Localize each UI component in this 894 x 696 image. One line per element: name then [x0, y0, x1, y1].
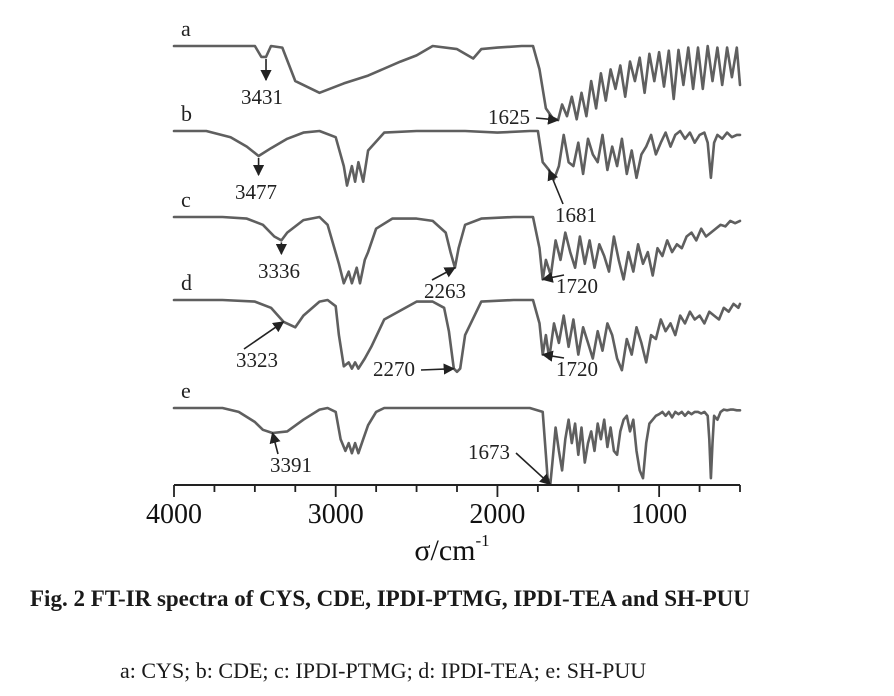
spectrum-a	[172, 44, 742, 122]
peak-arrow-d-3323	[243, 321, 285, 350]
tick-label-1000: 1000	[631, 499, 687, 530]
peak-label-e-3391: 3391	[270, 453, 312, 477]
spectrum-e	[172, 406, 742, 486]
series-letter-a: a	[181, 16, 191, 41]
peak-arrow-c-2263	[431, 266, 456, 281]
x-axis-title-text: σ/cm	[414, 534, 475, 567]
tick-label-3000: 3000	[308, 499, 364, 530]
peak-label-c-3336: 3336	[258, 259, 300, 283]
peak-label-d-3323: 3323	[236, 348, 278, 372]
peak-arrow-e-3391	[269, 431, 281, 455]
peak-label-a-1625: 1625	[488, 105, 530, 129]
peak-arrow-b-1681	[547, 168, 564, 205]
ftir-chart: a b c d e 3431 1625 3477 1681 3336 2263 1720 3323 22…	[146, 16, 742, 567]
x-axis-title: σ/cm-1	[414, 531, 489, 567]
peak-label-a-3431: 3431	[241, 85, 283, 109]
series-letter-e: e	[181, 378, 191, 403]
tick-label-4000: 4000	[146, 499, 202, 530]
peak-arrow-c-1720	[541, 271, 565, 283]
peak-label-c-2263: 2263	[424, 279, 466, 303]
spectrum-b	[172, 129, 742, 187]
tick-label-2000: 2000	[469, 499, 525, 530]
peak-arrow-a-1625	[535, 113, 560, 125]
peak-label-b-1681: 1681	[555, 203, 597, 227]
peak-label-b-3477: 3477	[235, 180, 277, 204]
spectrum-c	[172, 215, 742, 285]
series-letter-c: c	[181, 187, 191, 212]
series-letter-b: b	[181, 101, 192, 126]
peak-label-d-2270: 2270	[373, 357, 415, 381]
peak-label-d-1720: 1720	[556, 357, 598, 381]
spectrum-d	[172, 298, 742, 374]
peak-arrow-e-1673	[515, 452, 552, 486]
peak-label-c-1720: 1720	[556, 274, 598, 298]
spectra-group	[172, 44, 742, 486]
caption-title: Fig. 2 FT-IR spectra of CYS, CDE, IPDI-P…	[30, 586, 750, 611]
x-axis-ticks: 4000 3000 2000 1000	[146, 485, 741, 530]
x-axis: 4000 3000 2000 1000	[146, 484, 741, 530]
peak-arrow-d-1720	[541, 350, 565, 362]
series-letters: a b c d e	[181, 16, 192, 403]
x-axis-title-superscript: -1	[476, 531, 490, 550]
caption-legend: a: CYS; b: CDE; c: IPDI-PTMG; d: IPDI-TE…	[120, 658, 647, 683]
peak-label-e-1673: 1673	[468, 440, 510, 464]
peak-arrow-d-2270	[420, 363, 455, 375]
series-letter-d: d	[181, 270, 192, 295]
peak-annotations: 3431 1625 3477 1681 3336 2263 1720 3323 2270 1720…	[235, 58, 598, 486]
